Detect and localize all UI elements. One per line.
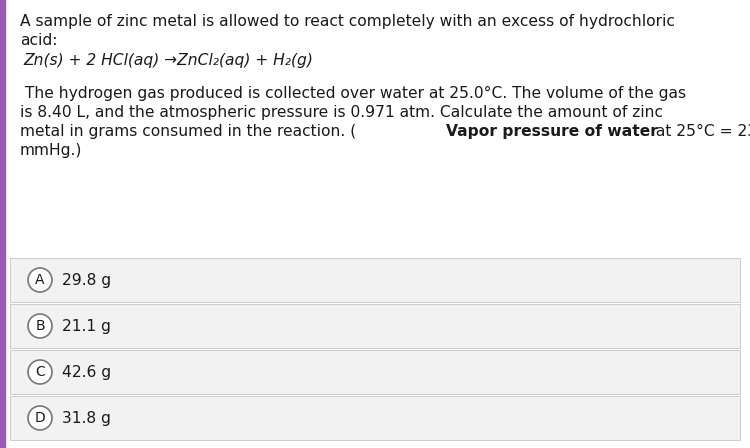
Circle shape: [28, 314, 52, 338]
Circle shape: [28, 268, 52, 292]
Text: 21.1 g: 21.1 g: [62, 319, 111, 333]
Bar: [10, 258, 740, 302]
Text: A sample of zinc metal is allowed to react completely with an excess of hydrochl: A sample of zinc metal is allowed to rea…: [20, 14, 675, 29]
Text: The hydrogen gas produced is collected over water at 25.0°C. The volume of the g: The hydrogen gas produced is collected o…: [20, 86, 686, 101]
Text: metal in grams consumed in the reaction. (: metal in grams consumed in the reaction.…: [20, 124, 356, 139]
Text: 29.8 g: 29.8 g: [62, 272, 111, 288]
Bar: [10, 396, 740, 440]
Bar: [10, 304, 740, 348]
Bar: [10, 350, 740, 394]
Text: Vapor pressure of water: Vapor pressure of water: [446, 124, 657, 139]
Text: C: C: [35, 365, 45, 379]
Text: Zn(s) + 2 HCl(aq) →ZnCl₂(aq) + H₂(g): Zn(s) + 2 HCl(aq) →ZnCl₂(aq) + H₂(g): [23, 53, 313, 68]
Text: B: B: [35, 319, 45, 333]
Text: 31.8 g: 31.8 g: [62, 410, 111, 426]
Circle shape: [28, 406, 52, 430]
Text: at 25°C = 23.8: at 25°C = 23.8: [651, 124, 750, 139]
Text: 42.6 g: 42.6 g: [62, 365, 111, 379]
Circle shape: [28, 360, 52, 384]
Text: A: A: [35, 273, 45, 287]
Bar: [0, 0, 5, 448]
Text: mmHg.): mmHg.): [20, 143, 82, 158]
Text: D: D: [34, 411, 45, 425]
Text: acid:: acid:: [20, 33, 58, 48]
Text: is 8.40 L, and the atmospheric pressure is 0.971 atm. Calculate the amount of zi: is 8.40 L, and the atmospheric pressure …: [20, 105, 663, 120]
